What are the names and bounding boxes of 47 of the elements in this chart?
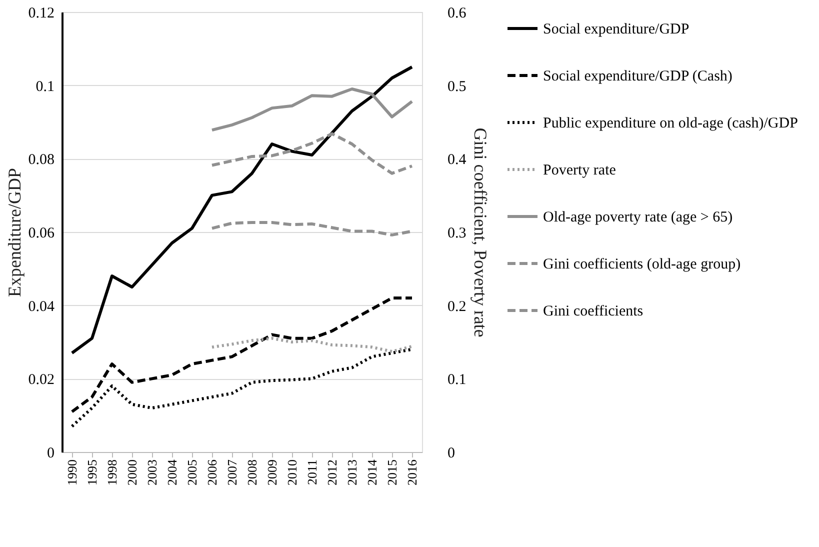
x-tick-label: 2000	[124, 460, 140, 486]
y-tick-label: 0.02	[28, 372, 54, 388]
y-tick-label: 0	[47, 446, 54, 462]
x-tick-label: 2012	[324, 460, 340, 486]
y2-tick-label: 0.5	[448, 78, 466, 95]
x-tick-label: 2011	[304, 460, 320, 486]
line-series	[70, 66, 414, 354]
x-tick-label: 2005	[184, 460, 200, 486]
x-tick-label: 1998	[104, 460, 120, 486]
x-tick-label: 2008	[244, 460, 260, 486]
y2-tick-label: 0.3	[448, 226, 466, 242]
x-tick-label: 2003	[144, 460, 160, 486]
y2-tick-label: 0.6	[448, 6, 467, 22]
legend-label: Gini coefficients	[543, 304, 644, 320]
line-series	[70, 348, 414, 428]
y-axis-title: Expenditure/GDP	[4, 168, 24, 297]
x-tick-label: 1995	[84, 460, 100, 486]
x-tick-label: 1990	[64, 460, 80, 486]
x-tick-label: 2015	[384, 460, 400, 486]
y2-axis-title: Gini coefficient, Poverty rate	[470, 128, 490, 338]
legend-label: Poverty rate	[543, 162, 616, 178]
legend-label: Gini coefficients (old-age group)	[543, 256, 741, 272]
legend-label: Old-age poverty rate (age > 65)	[543, 210, 733, 226]
y-tick-label: 0.04	[28, 298, 55, 315]
y2-tick-label: 0.2	[448, 298, 466, 315]
legend-label: Social expenditure/GDP (Cash)	[543, 68, 732, 84]
y-tick-label: 0.06	[28, 226, 55, 242]
line-series	[70, 296, 414, 414]
legend-label: Public expenditure on old-age (cash)/GDP	[543, 116, 798, 132]
y-tick-label: 0.08	[28, 152, 54, 168]
x-tick-label: 2013	[344, 460, 360, 486]
x-tick-label: 2016	[404, 459, 420, 486]
y-tick-label: 0.12	[28, 6, 54, 22]
line-series	[210, 88, 414, 132]
line-series	[210, 336, 414, 354]
y-tick-label: 0.1	[36, 78, 54, 95]
x-tick-label: 2014	[364, 459, 380, 486]
legend-label: Social expenditure/GDP	[543, 22, 690, 38]
x-tick-label: 2004	[164, 459, 180, 486]
x-tick-label: 2009	[264, 460, 280, 486]
line-series	[210, 132, 414, 175]
y2-tick-label: 0.4	[448, 152, 467, 168]
x-tick-label: 2010	[284, 460, 300, 486]
y2-tick-label: 0.1	[448, 372, 466, 388]
y2-tick-label: 0	[448, 446, 455, 462]
x-tick-label: 2006	[204, 459, 220, 486]
x-tick-label: 2007	[224, 459, 240, 486]
